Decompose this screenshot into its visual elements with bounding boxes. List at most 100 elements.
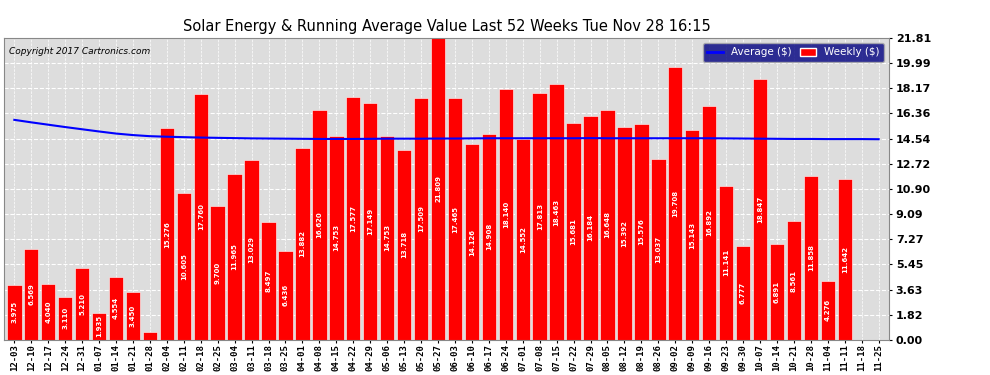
- Text: 13.882: 13.882: [299, 230, 306, 257]
- Text: 14.552: 14.552: [520, 226, 526, 253]
- Bar: [770, 244, 784, 340]
- Bar: [838, 179, 852, 340]
- Bar: [752, 79, 767, 340]
- Bar: [58, 297, 72, 340]
- Bar: [312, 110, 327, 340]
- Bar: [228, 174, 242, 340]
- Text: 17.465: 17.465: [452, 206, 458, 232]
- Text: 14.126: 14.126: [469, 229, 475, 256]
- Bar: [329, 136, 344, 340]
- Bar: [787, 221, 801, 340]
- Bar: [617, 127, 632, 340]
- Text: 15.143: 15.143: [689, 222, 695, 249]
- Bar: [600, 110, 615, 340]
- Bar: [447, 98, 462, 340]
- Text: 15.276: 15.276: [164, 221, 170, 248]
- Text: 17.760: 17.760: [198, 204, 204, 231]
- Bar: [651, 159, 665, 340]
- Bar: [549, 84, 564, 340]
- Bar: [414, 98, 429, 340]
- Bar: [499, 89, 513, 340]
- Text: 9.700: 9.700: [215, 262, 221, 284]
- Text: 15.576: 15.576: [639, 219, 644, 246]
- Text: 3.975: 3.975: [11, 301, 18, 323]
- Text: 17.509: 17.509: [418, 205, 424, 232]
- Bar: [176, 193, 191, 340]
- Text: 3.110: 3.110: [62, 307, 68, 329]
- Bar: [194, 94, 208, 340]
- Text: 10.605: 10.605: [181, 253, 187, 280]
- Bar: [363, 103, 377, 340]
- Bar: [92, 313, 106, 340]
- Bar: [7, 285, 22, 340]
- Text: 16.184: 16.184: [587, 214, 594, 242]
- Text: 8.561: 8.561: [791, 270, 797, 292]
- Text: 19.708: 19.708: [672, 190, 678, 217]
- Text: 6.569: 6.569: [29, 284, 35, 305]
- Bar: [702, 106, 717, 340]
- Bar: [261, 222, 276, 340]
- Text: 14.908: 14.908: [486, 223, 492, 250]
- Bar: [533, 93, 546, 340]
- Legend: Average ($), Weekly ($): Average ($), Weekly ($): [703, 44, 884, 62]
- Text: 13.718: 13.718: [401, 231, 407, 258]
- Text: 21.809: 21.809: [435, 176, 441, 202]
- Text: 5.210: 5.210: [79, 293, 85, 315]
- Bar: [516, 138, 530, 340]
- Bar: [24, 249, 39, 340]
- Text: 11.965: 11.965: [232, 244, 238, 270]
- Bar: [245, 160, 258, 340]
- Text: 11.642: 11.642: [842, 246, 847, 273]
- Text: 8.497: 8.497: [265, 270, 271, 292]
- Bar: [821, 280, 835, 340]
- Bar: [685, 130, 699, 340]
- Text: 11.141: 11.141: [723, 249, 729, 276]
- Text: 13.029: 13.029: [248, 236, 254, 263]
- Text: 6.436: 6.436: [282, 284, 288, 306]
- Text: 18.463: 18.463: [553, 198, 559, 226]
- Bar: [109, 277, 123, 340]
- Text: 16.620: 16.620: [317, 211, 323, 238]
- Text: 18.847: 18.847: [757, 196, 763, 223]
- Bar: [397, 150, 411, 340]
- Bar: [41, 284, 55, 340]
- Text: Copyright 2017 Cartronics.com: Copyright 2017 Cartronics.com: [9, 47, 149, 56]
- Text: 15.681: 15.681: [570, 218, 576, 245]
- Bar: [464, 144, 479, 340]
- Title: Solar Energy & Running Average Value Last 52 Weeks Tue Nov 28 16:15: Solar Energy & Running Average Value Las…: [182, 19, 711, 34]
- Bar: [143, 332, 157, 340]
- Text: 4.554: 4.554: [113, 297, 119, 320]
- Bar: [346, 97, 360, 340]
- Bar: [482, 134, 496, 340]
- Bar: [635, 124, 648, 340]
- Text: 3.450: 3.450: [130, 305, 136, 327]
- Bar: [380, 136, 394, 340]
- Text: 4.040: 4.040: [46, 301, 51, 323]
- Bar: [583, 116, 598, 340]
- Bar: [126, 292, 141, 340]
- Text: 17.149: 17.149: [367, 207, 373, 235]
- Text: 6.777: 6.777: [741, 282, 746, 304]
- Text: 6.891: 6.891: [774, 281, 780, 303]
- Text: 16.648: 16.648: [605, 211, 611, 238]
- Bar: [668, 67, 682, 340]
- Text: 18.140: 18.140: [503, 201, 509, 228]
- Text: 14.753: 14.753: [334, 224, 340, 251]
- Bar: [804, 176, 818, 340]
- Bar: [159, 129, 174, 340]
- Text: 11.858: 11.858: [808, 244, 814, 271]
- Bar: [719, 186, 734, 340]
- Bar: [211, 206, 225, 340]
- Bar: [566, 123, 581, 340]
- Bar: [278, 251, 293, 340]
- Text: 1.935: 1.935: [96, 315, 102, 338]
- Bar: [295, 148, 310, 340]
- Text: 14.753: 14.753: [384, 224, 390, 251]
- Text: 15.392: 15.392: [622, 220, 628, 247]
- Bar: [736, 246, 750, 340]
- Text: 17.577: 17.577: [350, 205, 356, 232]
- Text: 13.037: 13.037: [655, 236, 661, 263]
- Text: 4.276: 4.276: [825, 299, 831, 321]
- Bar: [431, 38, 446, 340]
- Text: 17.813: 17.813: [537, 203, 543, 230]
